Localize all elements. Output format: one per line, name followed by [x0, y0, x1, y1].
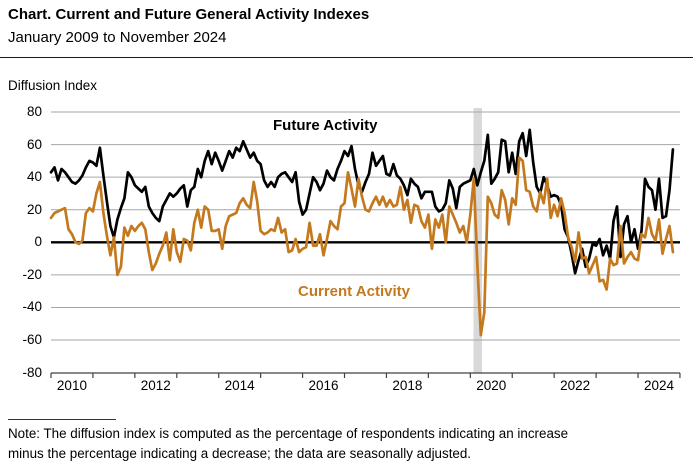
- y-tick-label-0: 0: [34, 234, 42, 250]
- x-tick-label-2012: 2012: [140, 378, 171, 393]
- legend-future-activity: Future Activity: [273, 117, 378, 134]
- x-tick-label-2024: 2024: [643, 378, 674, 393]
- x-tick-label-2020: 2020: [476, 378, 507, 393]
- y-tick-label--40: -40: [22, 299, 42, 315]
- y-tick-label-20: 20: [26, 201, 42, 217]
- y-tick-label-60: 60: [26, 136, 42, 152]
- legend-current-activity: Current Activity: [298, 283, 410, 300]
- note-text-line2: minus the percentage indicating a decrea…: [8, 446, 472, 461]
- y-tick-label--80: -80: [22, 364, 42, 380]
- y-axis-title: Diffusion Index: [8, 78, 98, 93]
- header-divider: [0, 57, 693, 58]
- note-text-line1: Note: The diffusion index is computed as…: [8, 426, 569, 441]
- x-tick-label-2016: 2016: [308, 378, 339, 393]
- recession-band: [473, 108, 482, 373]
- y-tick-label-40: 40: [26, 169, 42, 185]
- y-tick-label-80: 80: [26, 104, 42, 119]
- x-tick-label-2010: 2010: [56, 378, 87, 393]
- y-tick-label--60: -60: [22, 332, 42, 348]
- x-tick-label-2018: 2018: [392, 378, 423, 393]
- y-tick-label--20: -20: [22, 266, 42, 282]
- x-tick-label-2014: 2014: [224, 378, 255, 393]
- note-divider: [8, 419, 116, 420]
- chart-title: Chart. Current and Future General Activi…: [8, 6, 370, 23]
- chart-subtitle: January 2009 to November 2024: [8, 29, 227, 46]
- x-tick-label-2022: 2022: [560, 378, 591, 393]
- current-activity-line: [49, 156, 675, 337]
